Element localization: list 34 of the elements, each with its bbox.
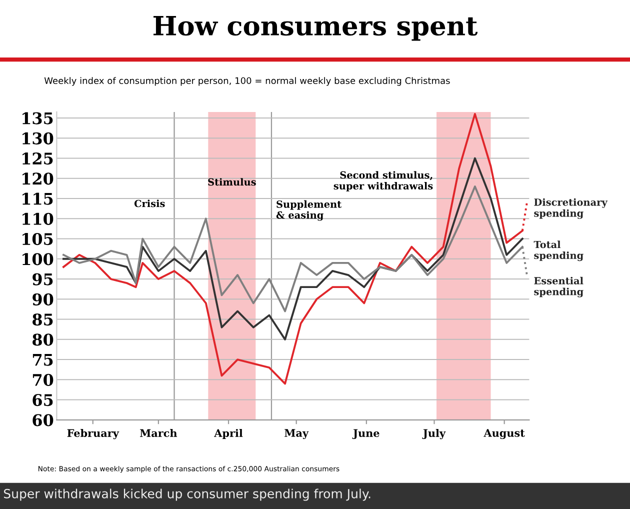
- y-tick-label: 100: [22, 253, 54, 266]
- x-tick-label: March: [140, 428, 178, 438]
- chart-title: How consumers spent: [154, 16, 478, 41]
- x-tick-label: June: [352, 429, 380, 440]
- y-tick-label: 65: [32, 394, 53, 406]
- ref-line-label: Crisis: [134, 200, 165, 208]
- y-tick-label: 105: [22, 232, 53, 246]
- y-tick-label: 85: [32, 314, 53, 326]
- y-tick-label: 75: [32, 354, 53, 366]
- series-label: Discretionary spending: [534, 198, 608, 219]
- x-tick-label: July: [422, 428, 446, 440]
- band-label: Stimulus: [208, 178, 256, 186]
- y-tick-label: 95: [32, 273, 53, 286]
- x-tick-label: May: [284, 429, 309, 440]
- line-series: [62, 157, 524, 340]
- x-tick-label: August: [484, 429, 525, 440]
- x-tick-label: February: [67, 428, 120, 440]
- text: Essential spending: [534, 276, 584, 298]
- y-tick-label: 60: [32, 414, 54, 426]
- series-label: Total spending: [534, 240, 584, 262]
- y-tick-label: 90: [32, 293, 54, 306]
- y-tick-label: 130: [22, 132, 54, 144]
- y-tick-label: 115: [22, 192, 53, 205]
- y-tick-label: 80: [32, 334, 54, 346]
- y-tick-label: 125: [22, 152, 53, 165]
- text: Super withdrawals kicked up consumer spending from July.: [4, 488, 370, 501]
- ref-line-label: Supplement & easing: [276, 200, 342, 221]
- band-label: Second stimulus, super withdrawals: [334, 171, 433, 192]
- y-tick-label: 70: [32, 374, 54, 386]
- y-tick-label: 135: [22, 112, 53, 124]
- chart-subtitle: Weekly index of consumption per person, 100 = normal weekly base excluding Christmas: [44, 77, 450, 86]
- x-tick-label: April: [214, 428, 243, 440]
- y-tick-label: 120: [22, 172, 54, 185]
- y-tick-label: 110: [22, 212, 54, 225]
